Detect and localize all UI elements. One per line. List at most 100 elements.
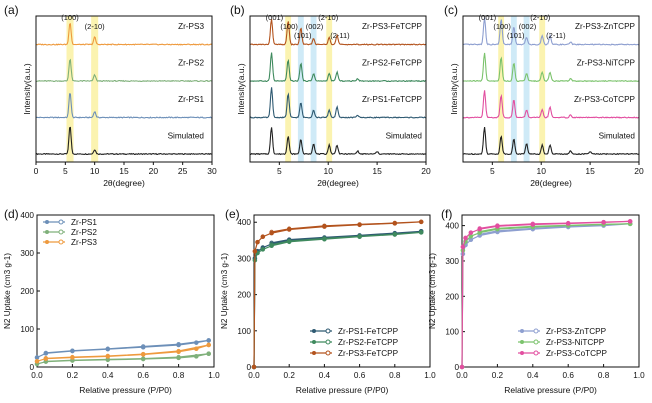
y-axis-label: Intensity(a.u.) xyxy=(449,63,459,115)
highlight-band xyxy=(297,16,304,162)
data-point xyxy=(530,221,535,227)
data-point xyxy=(463,235,468,241)
legend-label-zr-ps3: Zr-PS3 xyxy=(71,238,97,247)
y-tick-label: 400 xyxy=(445,222,459,231)
y-axis-label: N2 Uptake (cm3 g-1) xyxy=(428,253,437,329)
y-tick-label: 400 xyxy=(20,211,34,220)
panel-label: (d) xyxy=(4,207,19,221)
data-point xyxy=(70,354,75,360)
panel-d: (d) 0.0 0.2 0.4 0.6 0.8 1.0 0 100 200 300 400 Relati… xyxy=(3,207,220,395)
y-tick-label: 200 xyxy=(445,292,459,301)
data-point xyxy=(105,346,110,351)
y-tick-label: 0 xyxy=(454,363,459,372)
highlight-band xyxy=(498,16,505,162)
x-tick-label: 0.0 xyxy=(31,371,43,380)
x-tick-label: 0.8 xyxy=(173,371,185,380)
data-point xyxy=(601,219,606,225)
series-line-zr-ps1 xyxy=(35,93,213,119)
y-axis-label: Intensity(a.u.) xyxy=(236,63,246,115)
x-tick-label: 0.6 xyxy=(138,371,150,380)
x-tick-label: 15 xyxy=(585,166,595,176)
x-tick-label: 25 xyxy=(178,166,188,176)
legend-marker xyxy=(58,239,64,245)
data-point xyxy=(287,226,292,231)
x-tick-label: 0.4 xyxy=(102,371,114,380)
legend-marker xyxy=(533,328,539,334)
data-point xyxy=(627,219,633,224)
series-label-zr-ps1-fetcpp: Zr-PS1-FeTCPP xyxy=(362,95,423,104)
data-point xyxy=(140,344,146,349)
y-tick-label: 300 xyxy=(445,257,459,266)
panel-b: (b) Simulated Zr-PS1-FeTCPP Zr-PS2-FeTCPP Zr… xyxy=(230,3,431,188)
x-tick-label: 20 xyxy=(421,166,431,176)
data-point xyxy=(176,342,181,347)
legend-marker xyxy=(45,240,49,244)
data-point xyxy=(140,356,146,361)
highlight-band xyxy=(91,16,99,162)
y-axis-label: Intensity(a.u.) xyxy=(22,63,32,115)
peak-annotation: (100) xyxy=(493,22,511,31)
y-tick-label: 0 xyxy=(246,363,251,372)
x-tick-label: 1.0 xyxy=(208,371,220,380)
data-point xyxy=(194,354,199,359)
data-point xyxy=(251,364,257,370)
panel-e: (e) 0.0 0.2 0.4 0.6 0.8 1.0 0 100 200 300 400 Relati… xyxy=(220,207,436,395)
panel-c: (c) Simulated Zr-PS3-CoTCPP Zr-PS3-NiTCPP Zr… xyxy=(444,3,644,188)
series-line-simulated xyxy=(463,127,640,156)
series-label-zr-ps1: Zr-PS1 xyxy=(178,95,204,104)
highlight-band xyxy=(510,16,517,162)
data-point xyxy=(206,342,211,348)
legend-marker xyxy=(58,219,64,225)
x-tick-label: 0.8 xyxy=(389,371,401,380)
peak-annotation: (002) xyxy=(306,22,324,31)
data-point xyxy=(477,226,482,231)
data-point xyxy=(459,364,465,370)
peak-annotation: (2-10) xyxy=(85,22,106,31)
data-point xyxy=(194,346,199,352)
data-point xyxy=(34,355,40,360)
y-tick-label: 200 xyxy=(20,287,34,296)
peak-annotation: (101) xyxy=(294,31,312,40)
y-tick-label: 100 xyxy=(237,327,251,336)
y-axis-label: N2 Uptake (cm3 g-1) xyxy=(3,253,12,329)
legend-marker xyxy=(45,230,49,234)
series-line-zr-ps3-zntcpp xyxy=(462,17,640,46)
data-point xyxy=(357,222,362,227)
x-tick-label: 0.4 xyxy=(527,371,539,380)
series-label-zr-ps3-zntcpp: Zr-PS3-ZnTCPP xyxy=(575,22,636,31)
x-axis-label: Relative pressure (P/P0) xyxy=(79,385,172,395)
legend-label-zr-ps3-nitcpp: Zr-PS3-NiTCPP xyxy=(546,338,605,347)
highlight-band xyxy=(539,16,546,162)
legend-label-zr-ps3-cotcpp: Zr-PS3-CoTCPP xyxy=(546,349,607,358)
series-label-simulated: Simulated xyxy=(386,132,423,141)
x-tick-label: 10 xyxy=(536,166,546,176)
x-tick-label: 1.0 xyxy=(633,371,645,380)
y-tick-label: 300 xyxy=(237,254,251,263)
x-tick-label: 0.8 xyxy=(598,371,610,380)
data-point xyxy=(495,223,500,228)
y-tick-label: 300 xyxy=(20,249,34,258)
y-tick-label: 100 xyxy=(20,325,34,334)
data-point xyxy=(34,359,40,364)
x-tick-label: 0.2 xyxy=(67,371,79,380)
legend-marker xyxy=(312,351,316,355)
x-tick-label: 0.0 xyxy=(456,371,468,380)
data-point xyxy=(43,350,49,356)
x-tick-label: 0.2 xyxy=(492,371,504,380)
series-line-zr-ps3 xyxy=(35,22,213,46)
series-line-zr-ps2 xyxy=(36,58,213,83)
series-label-zr-ps2-fetcpp: Zr-PS2-FeTCPP xyxy=(362,59,423,68)
data-point xyxy=(269,242,274,247)
series-line-zr-ps2-fetcpp xyxy=(249,52,427,83)
x-axis-label: 2θ(degree) xyxy=(317,178,359,188)
y-tick-label: 0 xyxy=(29,363,34,372)
x-tick-label: 0.6 xyxy=(563,371,575,380)
legend-marker xyxy=(312,340,316,344)
series-label-zr-ps3-fetcpp: Zr-PS3-FeTCPP xyxy=(362,22,423,31)
y-tick-label: 100 xyxy=(445,328,459,337)
peak-annotation: (2-11) xyxy=(330,31,350,40)
x-tick-label: 5 xyxy=(63,166,68,176)
x-tick-label: 0.4 xyxy=(319,371,331,380)
series-label-zr-ps3-cotcpp: Zr-PS3-CoTCPP xyxy=(574,95,635,104)
highlight-band xyxy=(66,16,74,162)
